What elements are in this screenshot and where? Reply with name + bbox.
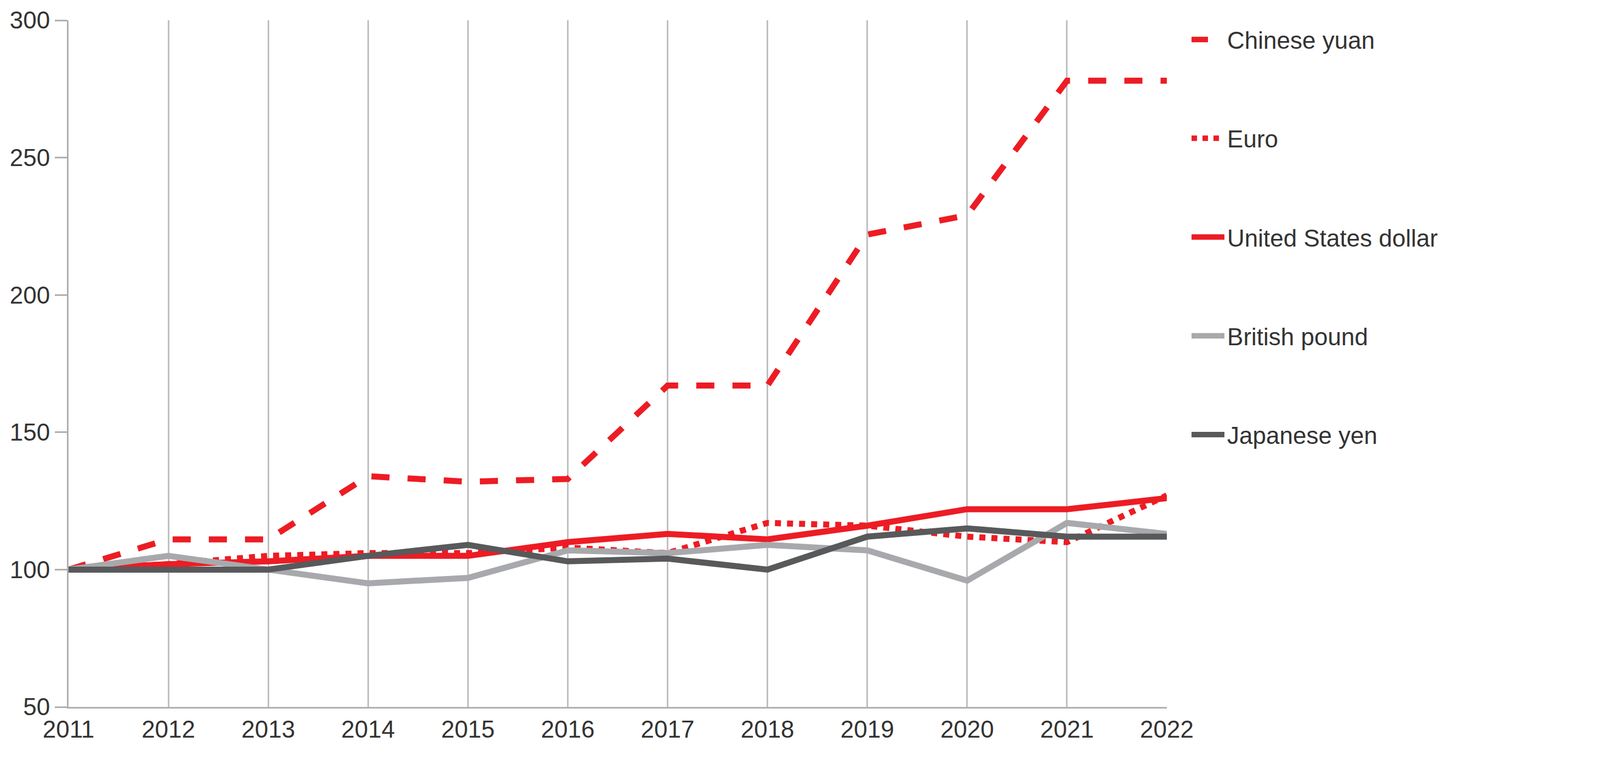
svg-text:Chinese yuan: Chinese yuan bbox=[1227, 26, 1375, 54]
svg-text:2015: 2015 bbox=[440, 716, 495, 743]
svg-text:Japanese yen: Japanese yen bbox=[1227, 422, 1378, 450]
svg-text:2022: 2022 bbox=[1139, 716, 1194, 743]
svg-text:200: 200 bbox=[9, 281, 50, 309]
svg-text:150: 150 bbox=[9, 418, 50, 446]
svg-text:2013: 2013 bbox=[241, 716, 295, 743]
svg-text:250: 250 bbox=[9, 144, 50, 172]
svg-text:2011: 2011 bbox=[42, 716, 95, 743]
svg-text:100: 100 bbox=[9, 556, 50, 584]
svg-text:2020: 2020 bbox=[940, 716, 995, 743]
svg-text:Euro: Euro bbox=[1227, 125, 1279, 153]
svg-text:50: 50 bbox=[23, 693, 50, 721]
svg-text:2012: 2012 bbox=[141, 716, 196, 743]
svg-text:300: 300 bbox=[9, 6, 50, 34]
svg-text:2014: 2014 bbox=[341, 716, 395, 743]
svg-text:2019: 2019 bbox=[840, 716, 895, 743]
svg-text:British pound: British pound bbox=[1227, 323, 1369, 351]
svg-text:2016: 2016 bbox=[541, 716, 595, 743]
svg-text:2017: 2017 bbox=[640, 716, 695, 743]
svg-text:2021: 2021 bbox=[1040, 716, 1094, 743]
svg-text:2018: 2018 bbox=[740, 716, 795, 743]
svg-text:United States dollar: United States dollar bbox=[1227, 224, 1438, 252]
